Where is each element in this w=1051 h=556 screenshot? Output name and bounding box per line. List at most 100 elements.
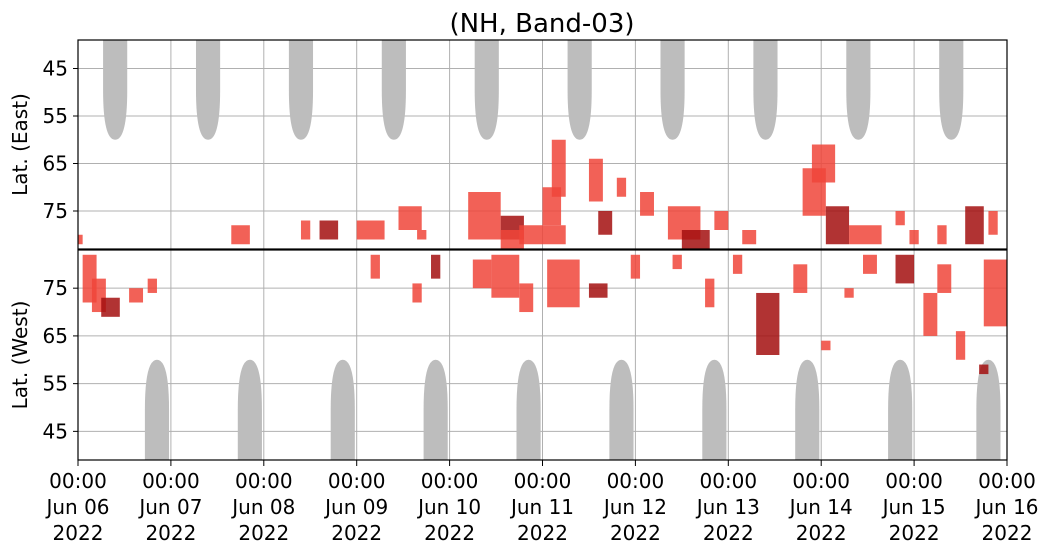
detection-cell <box>983 259 1007 327</box>
detection-cell <box>844 288 854 298</box>
detection-cell <box>231 225 250 245</box>
detection-cell <box>756 292 780 355</box>
detection-cell <box>681 230 710 249</box>
detection-cell <box>849 225 882 245</box>
y-tick-label: 45 <box>43 419 68 443</box>
detection-cell <box>500 230 524 249</box>
x-tick-label: 00:00 <box>328 469 386 493</box>
detection-cell <box>431 254 441 279</box>
x-tick-label: 2022 <box>610 521 661 545</box>
x-tick-label: 00:00 <box>885 469 943 493</box>
daylight-region <box>888 359 913 460</box>
detection-cell <box>598 211 613 235</box>
daylight-region <box>237 359 262 460</box>
detection-cell <box>417 230 427 240</box>
x-tick-label: Jun 08 <box>230 495 295 519</box>
axes <box>73 39 1008 466</box>
y-tick-label: 65 <box>43 324 68 348</box>
daylight-region <box>795 359 820 460</box>
detection-cell <box>825 206 850 245</box>
detection-cell <box>319 220 339 240</box>
x-tick-label: 00:00 <box>49 469 107 493</box>
detection-cell <box>895 254 915 284</box>
x-tick-label: Jun 16 <box>973 495 1038 519</box>
daylight-region <box>846 40 871 140</box>
x-tick-label: Jun 13 <box>695 495 760 519</box>
x-tick-label: 00:00 <box>142 469 200 493</box>
x-tick-label: 2022 <box>53 521 104 545</box>
detection-cell <box>101 297 120 317</box>
daylight-region <box>753 40 778 140</box>
daylight-region <box>702 359 727 460</box>
detection-cell <box>672 254 682 270</box>
x-tick-label: Jun 07 <box>137 495 202 519</box>
detection-cell <box>356 220 385 240</box>
detection-cell <box>705 278 715 308</box>
y-axis-label: Lat. (West) <box>8 301 32 410</box>
east-panel <box>78 40 1007 249</box>
x-tick-label: 00:00 <box>514 469 572 493</box>
x-tick-label: 2022 <box>517 521 568 545</box>
detection-cell <box>793 264 808 293</box>
x-tick-label: 00:00 <box>699 469 757 493</box>
chart-title: (NH, Band-03) <box>449 9 634 39</box>
y-tick-label: 45 <box>43 57 68 81</box>
detection-cell <box>300 220 311 240</box>
detection-cell <box>616 177 627 197</box>
detection-cell <box>811 144 836 183</box>
x-tick-label: Jun 14 <box>788 495 853 519</box>
detection-cell <box>491 254 520 298</box>
detection-cell <box>937 264 952 293</box>
detection-cell <box>965 206 984 245</box>
panel-frame <box>77 39 1008 250</box>
x-tick-label: Jun 11 <box>509 495 574 519</box>
daylight-region <box>567 40 592 140</box>
daylight-region <box>144 359 170 460</box>
detection-cell <box>909 230 919 245</box>
detection-cell <box>588 158 603 202</box>
x-tick-label: 2022 <box>145 521 196 545</box>
detection-cell <box>588 283 608 298</box>
x-tick-label: Jun 09 <box>323 495 388 519</box>
detection-cell <box>640 192 654 216</box>
detection-cell <box>472 259 492 289</box>
daylight-region <box>330 359 355 460</box>
x-tick-label: Jun 15 <box>881 495 946 519</box>
x-tick-label: 2022 <box>982 521 1033 545</box>
detection-cell <box>714 211 729 230</box>
detection-cell <box>937 225 947 245</box>
daylight-region <box>195 40 221 140</box>
daylight-region <box>381 40 406 140</box>
y-tick-label: 55 <box>43 372 68 396</box>
daylight-region <box>609 359 634 460</box>
daylight-region <box>976 359 1001 460</box>
x-tick-label: 00:00 <box>792 469 850 493</box>
x-tick-label: 00:00 <box>235 469 293 493</box>
x-tick-label: 00:00 <box>607 469 665 493</box>
y-tick-label: 75 <box>43 199 68 223</box>
x-tick-label: 00:00 <box>421 469 479 493</box>
daylight-region <box>660 40 685 140</box>
detection-cell <box>398 206 422 230</box>
detection-cell <box>955 331 966 360</box>
daylight-region <box>288 40 314 140</box>
detection-cell <box>630 254 641 279</box>
x-tick-label: 2022 <box>796 521 847 545</box>
detection-cell <box>519 283 534 313</box>
daylight-region <box>103 40 128 140</box>
y-axis-label: Lat. (East) <box>8 93 32 196</box>
x-tick-label: 2022 <box>703 521 754 545</box>
x-tick-label: Jun 12 <box>602 495 667 519</box>
detection-cell <box>370 254 380 279</box>
detection-cell <box>979 364 989 375</box>
y-tick-label: 55 <box>43 104 68 128</box>
x-tick-label: 00:00 <box>978 469 1036 493</box>
x-tick-label: 2022 <box>889 521 940 545</box>
detection-cell <box>412 283 422 303</box>
x-tick-label: Jun 10 <box>416 495 481 519</box>
daylight-region <box>939 40 964 140</box>
axis-labels: 45 55 65 75 Lat. (East) 75 65 55 45 Lat. (West) 00… <box>8 57 1039 546</box>
x-tick-label: Jun 06 <box>44 495 109 519</box>
detection-cell <box>895 211 905 226</box>
